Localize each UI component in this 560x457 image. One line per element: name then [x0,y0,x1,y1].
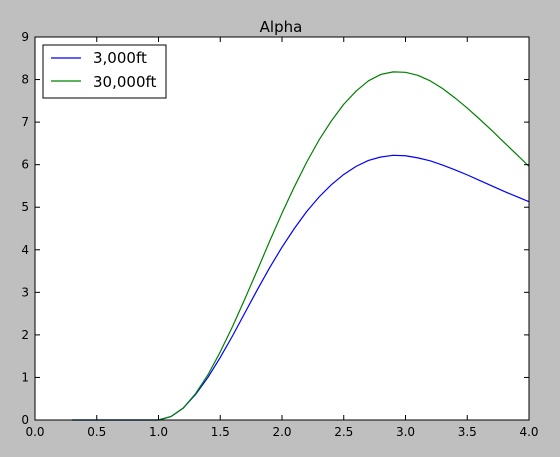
x-tick-label: 4.0 [519,425,538,439]
x-tick-label: 0.0 [25,425,44,439]
y-tick-label: 5 [21,200,29,214]
y-tick-label: 1 [21,370,29,384]
chart-title: Alpha [260,18,303,36]
x-tick-label: 0.5 [87,425,106,439]
y-tick-label: 7 [21,115,29,129]
x-tick-label: 3.0 [396,425,415,439]
legend-box [42,44,167,99]
legend: 3,000ft 30,000ft [42,44,167,99]
y-tick-label: 4 [21,243,29,257]
x-tick-label: 3.5 [458,425,477,439]
y-tick-label: 8 [21,73,29,87]
x-tick-label: 1.0 [149,425,168,439]
x-tick-label: 1.5 [211,425,230,439]
x-tick-label: 2.5 [334,425,353,439]
plot-frame [34,36,530,421]
y-tick-label: 6 [21,158,29,172]
y-axis-tick-labels: 0 1 2 3 4 5 6 7 8 9 [21,30,29,427]
x-tick-label: 2.0 [272,425,291,439]
y-tick-label: 3 [21,285,29,299]
legend-label-3000ft: 3,000ft [93,49,147,67]
legend-label-30000ft: 30,000ft [93,73,157,91]
plot-area [35,37,529,420]
y-tick-label: 0 [21,413,29,427]
y-tick-label: 2 [21,328,29,342]
y-tick-label: 9 [21,30,29,44]
x-axis-tick-labels: 0.0 0.5 1.0 1.5 2.0 2.5 3.0 3.5 4.0 [25,425,538,439]
